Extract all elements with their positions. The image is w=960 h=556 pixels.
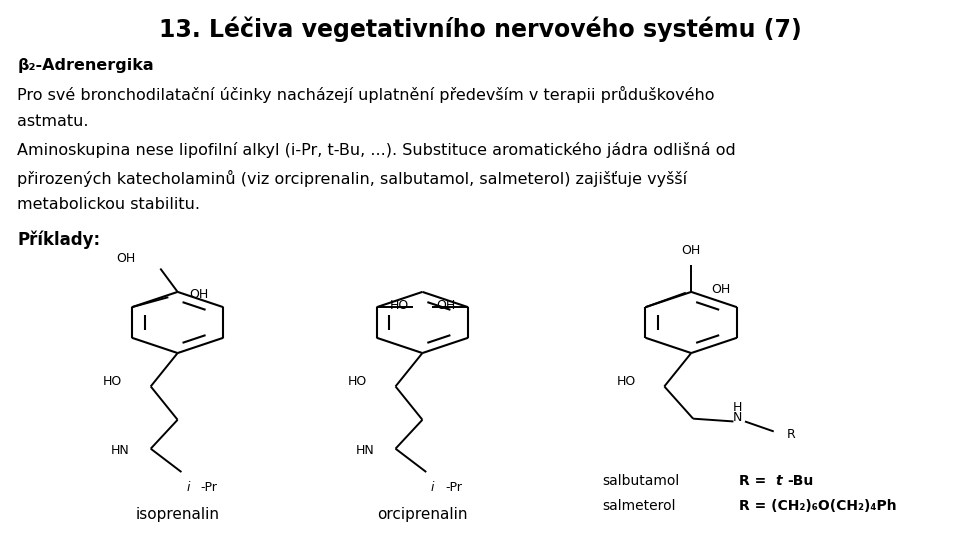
Text: metabolickou stabilitu.: metabolickou stabilitu.	[17, 197, 201, 212]
Text: salbutamol: salbutamol	[602, 474, 679, 488]
Text: salmeterol: salmeterol	[602, 499, 676, 513]
Text: OH: OH	[189, 289, 208, 301]
Text: HN: HN	[110, 444, 130, 458]
Text: i: i	[431, 481, 435, 494]
Text: OH: OH	[710, 283, 730, 296]
Text: isoprenalin: isoprenalin	[135, 507, 220, 522]
Text: -Pr: -Pr	[201, 481, 218, 494]
Text: R: R	[787, 428, 796, 441]
Text: Příklady:: Příklady:	[17, 231, 101, 249]
Text: HN: HN	[355, 444, 374, 458]
Text: HO: HO	[348, 375, 367, 389]
Text: -Pr: -Pr	[445, 481, 463, 494]
Text: 13. Léčiva vegetativního nervového systému (7): 13. Léčiva vegetativního nervového systé…	[158, 17, 802, 42]
Text: HO: HO	[616, 375, 636, 389]
Text: i: i	[186, 481, 190, 494]
Text: -Bu: -Bu	[787, 474, 813, 488]
Text: R =: R =	[739, 474, 771, 488]
Text: astmatu.: astmatu.	[17, 114, 88, 129]
Text: t: t	[776, 474, 782, 488]
Text: Pro své bronchodilatační účinky nacházejí uplatnění především v terapii průduško: Pro své bronchodilatační účinky nacházej…	[17, 86, 715, 103]
Text: Aminoskupina nese lipofilní alkyl (i-Pr, t-Bu, ...). Substituce aromatického jád: Aminoskupina nese lipofilní alkyl (i-Pr,…	[17, 142, 736, 158]
Text: OH: OH	[436, 299, 455, 312]
Text: přirozených katecholaminů (viz orciprenalin, salbutamol, salmeterol) zajišťuje v: přirozených katecholaminů (viz orciprena…	[17, 170, 687, 187]
Text: β₂-Adrenergika: β₂-Adrenergika	[17, 58, 154, 73]
Text: HO: HO	[103, 375, 122, 389]
Text: R = (CH₂)₆O(CH₂)₄Ph: R = (CH₂)₆O(CH₂)₄Ph	[739, 499, 897, 513]
Text: OH: OH	[116, 252, 135, 265]
Text: orciprenalin: orciprenalin	[377, 507, 468, 522]
Text: OH: OH	[682, 245, 701, 257]
Text: H: H	[732, 401, 742, 414]
Text: HO: HO	[390, 299, 409, 312]
Text: N: N	[732, 411, 742, 424]
